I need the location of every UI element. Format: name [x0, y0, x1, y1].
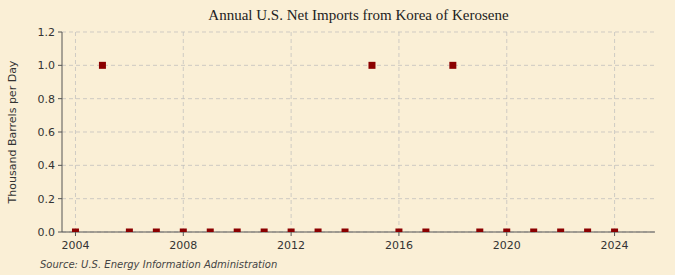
tick	[58, 232, 62, 233]
tick	[398, 232, 399, 236]
point	[180, 229, 187, 233]
grid-line	[62, 98, 655, 99]
tick	[58, 198, 62, 199]
point	[503, 229, 510, 233]
tick-label: 1.0	[38, 59, 56, 72]
tick-label: 2004	[61, 239, 89, 252]
point	[449, 62, 456, 69]
point	[422, 229, 429, 233]
grid-line	[62, 65, 655, 66]
tick-label: 0.2	[38, 193, 56, 206]
point	[476, 229, 483, 233]
tick-label: 0.8	[38, 93, 56, 106]
grid-line	[62, 198, 655, 199]
point	[315, 229, 322, 233]
x-axis-line	[62, 232, 655, 233]
grid-line	[62, 165, 655, 166]
point	[395, 229, 402, 233]
grid-line	[75, 32, 76, 232]
tick-label: 2016	[385, 239, 413, 252]
tick-label: 2020	[493, 239, 521, 252]
tick	[75, 232, 76, 236]
tick-label: 0.4	[38, 159, 56, 172]
source: Source: U.S. Energy Information Administ…	[40, 259, 277, 270]
tick-label: 2008	[169, 239, 197, 252]
tick-label: 2024	[601, 239, 629, 252]
point	[368, 62, 375, 69]
point	[288, 229, 295, 233]
point	[342, 229, 349, 233]
point	[126, 229, 133, 233]
grid-line	[291, 32, 292, 232]
tick	[58, 132, 62, 133]
tick	[183, 232, 184, 236]
point	[207, 229, 214, 233]
chart: 2004 2008 2012 2016 2020 2024 0.0 0.2 0.4 0.6 0.8 1…	[0, 0, 675, 275]
title: Annual U.S. Net Imports from Korea of Ke…	[208, 7, 509, 23]
tick-label: 2012	[277, 239, 305, 252]
y-label: Thousand Barrels per Day	[6, 60, 19, 204]
points	[72, 62, 618, 232]
point	[261, 229, 268, 233]
grid	[62, 32, 655, 232]
point	[611, 229, 618, 233]
grid-line	[62, 132, 655, 133]
tick	[58, 65, 62, 66]
point	[99, 62, 106, 69]
tick	[58, 165, 62, 166]
point	[234, 229, 241, 233]
tick-label: 1.2	[38, 26, 56, 39]
tick	[506, 232, 507, 236]
tick-label: 0.6	[38, 126, 56, 139]
point	[557, 229, 564, 233]
tick	[58, 98, 62, 99]
point	[584, 229, 591, 233]
grid-line	[62, 32, 655, 33]
point	[530, 229, 537, 233]
y-axis-line	[62, 32, 63, 232]
point	[153, 229, 160, 233]
tick	[291, 232, 292, 236]
axes: 2004 2008 2012 2016 2020 2024 0.0 0.2 0.4 0.6 0.8 1…	[38, 26, 656, 252]
tick-label: 0.0	[38, 226, 56, 239]
grid-line	[62, 232, 655, 233]
tick	[614, 232, 615, 236]
grid-line	[614, 32, 615, 232]
tick	[58, 32, 62, 33]
point	[72, 229, 79, 233]
